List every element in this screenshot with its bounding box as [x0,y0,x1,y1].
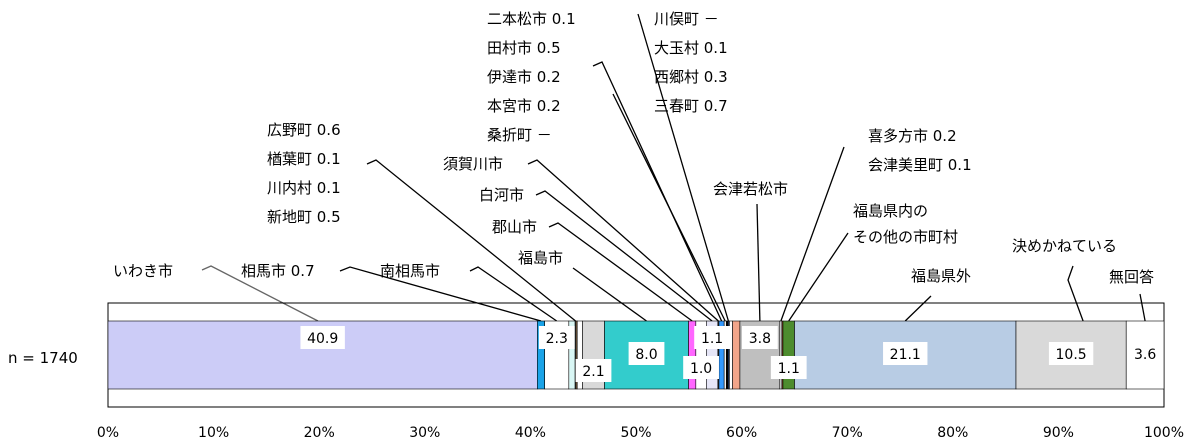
x-tick-label: 30% [409,425,440,441]
callout-label: 白河市 [479,186,524,204]
callout-label: 南相馬市 [380,262,440,280]
leader-line [904,295,932,322]
bar-segment [732,320,741,390]
x-tick-label: 100% [1144,425,1184,441]
x-tick-label: 0% [97,425,119,441]
callout-label: 福島県内の [853,202,928,220]
x-axis-ticks: 0% 10% 20% 30% 40% 50% 60% 70% 80% 90% 100% [97,425,1184,441]
value-label: 1.1 [701,331,723,347]
x-tick-label: 10% [198,425,229,441]
leader-line [527,159,719,322]
callout-label: 須賀川市 [443,155,503,173]
callout-label: 広野町 0.6 [267,121,341,139]
leader-lines [201,13,1146,322]
value-label-box [741,326,778,349]
leader-line [572,267,647,322]
callout-label: その他の市町村 [853,228,958,246]
callout-label: 西郷村 0.3 [654,68,728,86]
value-label-box [883,342,928,365]
value-label: 8.0 [635,347,657,363]
callout-label: 無回答 [1109,268,1154,286]
callout-label: 新地町 0.5 [267,208,341,226]
callout-label: 喜多方市 0.2 [868,127,957,145]
leader-line [1067,265,1084,322]
sample-size-label: n = 1740 [8,349,78,367]
callout-label: 二本松市 0.1 [487,10,576,28]
leader-line [637,13,730,322]
callout-label: 福島市 [518,249,563,267]
leader-line [1139,293,1146,322]
value-label: 3.6 [1134,347,1156,363]
callout-label: 川内村 0.1 [267,179,341,197]
callout-label: 会津若松市 [713,180,788,198]
value-label: 1.0 [690,361,712,377]
x-tick-label: 70% [832,425,863,441]
value-label: 3.8 [749,331,771,347]
callout-label: 三春町 0.7 [654,97,728,115]
callout-label: 相馬市 0.7 [241,262,315,280]
x-tick-label: 90% [1043,425,1074,441]
value-label-box [694,326,730,349]
leader-line [592,61,723,322]
value-label-box [300,326,345,349]
value-label: 40.9 [307,331,338,347]
x-tick-label: 40% [515,425,546,441]
value-label: 1.1 [778,361,800,377]
callout-label: 本宮市 0.2 [487,97,561,115]
leader-line [366,159,577,322]
callout-label: 伊達市 0.2 [487,68,561,86]
value-labels: 40.9 2.3 2.1 8.0 1.0 1.1 3.8 1.1 21.1 10.5 3.6 [300,326,1164,382]
callout-label: 会津美里町 0.1 [868,156,972,174]
callout-labels: いわき市 相馬市 0.7 南相馬市 広野町 0.6 楢葉町 0.1 川内村 0.1 新地町 … [113,10,1154,286]
value-label-box [1127,342,1164,365]
leader-line [548,222,693,322]
value-label: 2.1 [582,364,604,380]
callout-label: 郡山市 [492,218,537,236]
x-tick-label: 50% [620,425,651,441]
x-tick-label: 20% [304,425,335,441]
leader-line [339,266,542,322]
value-label-box [1048,342,1094,365]
callout-label: 川俣町 － [654,10,719,28]
callout-label: 福島県外 [911,267,971,285]
x-tick-label: 80% [937,425,968,441]
value-label-box [770,356,807,379]
value-label: 2.3 [546,331,568,347]
leader-line [756,203,761,322]
leader-line [788,232,849,322]
value-label-box [538,326,575,349]
callout-label: 田村市 0.5 [487,39,561,57]
callout-label: 楢葉町 0.1 [267,150,341,168]
value-label: 10.5 [1056,347,1087,363]
leader-line [612,93,726,322]
value-label-box [575,359,612,382]
callout-label: 決めかねている [1012,237,1117,255]
x-tick-label: 60% [726,425,757,441]
callout-label: いわき市 [113,262,173,280]
callout-label: 大玉村 0.1 [654,39,728,57]
callout-label: 桑折町 － [487,126,552,144]
value-label-box [683,356,719,379]
value-label: 21.1 [890,347,921,363]
leader-line [535,190,713,322]
value-label-box [628,342,665,365]
leader-line [780,146,845,322]
